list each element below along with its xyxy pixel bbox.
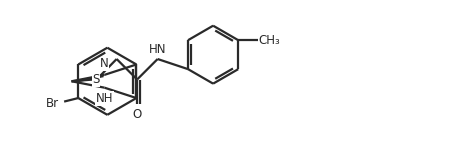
Text: HN: HN bbox=[149, 43, 166, 56]
Text: Br: Br bbox=[46, 97, 59, 110]
Text: S: S bbox=[92, 73, 100, 86]
Text: CH₃: CH₃ bbox=[259, 34, 280, 47]
Text: NH: NH bbox=[96, 92, 113, 105]
Text: N: N bbox=[100, 57, 109, 70]
Text: O: O bbox=[133, 108, 142, 121]
